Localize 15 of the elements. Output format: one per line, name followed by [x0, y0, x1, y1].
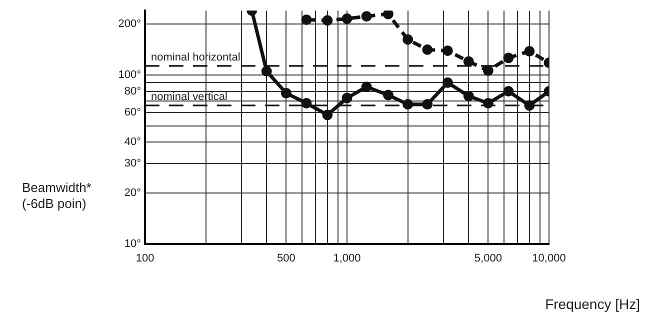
y-tick-label: 40° [124, 136, 141, 148]
y-tick-label: 60° [124, 106, 141, 118]
y-tick-label: 100° [118, 68, 141, 81]
x-tick-label: 100 [136, 252, 154, 265]
x-tick-label: 1,000 [333, 252, 361, 265]
x-axis-title: Frequency [Hz] [545, 296, 640, 312]
y-tick-label: 80° [124, 85, 141, 98]
y-tick-label: 20° [124, 187, 141, 200]
y-tick-label: 10° [124, 238, 141, 250]
x-tick-label: 500 [277, 252, 296, 265]
y-axis-title: Beamwidth* (-6dB poin) [22, 180, 92, 212]
x-tick-label: 5,000 [474, 252, 502, 265]
x-tick-label: 10,000 [532, 252, 566, 265]
y-tick-label: 200° [118, 18, 141, 30]
y-tick-label: 30° [124, 157, 141, 170]
